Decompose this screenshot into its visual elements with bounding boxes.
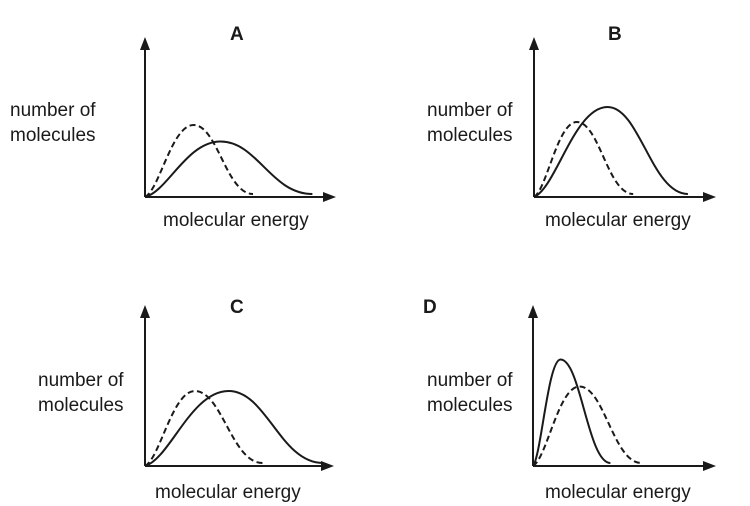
solid-distribution-curve (532, 358, 611, 467)
y-axis-label-line1: number of (427, 100, 513, 121)
x-axis-arrow (703, 461, 716, 471)
graph-plot (140, 305, 334, 471)
y-axis-label: number of molecules (427, 98, 547, 148)
y-axis-arrow (529, 37, 539, 50)
graph-panel-a: A number of molecules molecular energy (0, 0, 375, 253)
y-axis-label: number of molecules (427, 368, 547, 418)
y-axis-label: number of molecules (38, 368, 158, 418)
graph-plot (529, 37, 716, 202)
y-axis-label-line1: number of (427, 370, 513, 391)
y-axis-label-line2: molecules (427, 395, 513, 416)
y-axis-label-line2: molecules (427, 125, 513, 146)
x-axis-label: molecular energy (545, 210, 691, 231)
graph-letter: C (230, 297, 244, 318)
graph-letter: D (423, 297, 437, 318)
dashed-distribution-curve (144, 123, 254, 198)
graph-panel-b: B number of molecules molecular energy (375, 0, 750, 253)
x-axis-label: molecular energy (163, 210, 309, 231)
graph-panel-d: D number of molecules molecular energy (375, 253, 750, 506)
y-axis-arrow (140, 305, 150, 318)
dashed-distribution-curve (533, 120, 634, 198)
solid-distribution-curve (533, 105, 688, 198)
y-axis-label-line2: molecules (10, 125, 96, 146)
x-axis-arrow (323, 192, 336, 202)
x-axis-arrow (321, 461, 334, 471)
graph-letter: A (230, 24, 244, 45)
solid-distribution-curve (144, 389, 324, 467)
y-axis-label: number of molecules (10, 98, 130, 148)
y-axis-arrow (528, 305, 538, 318)
solid-distribution-curve (144, 140, 313, 198)
graph-letter: B (608, 24, 622, 45)
y-axis-label-line2: molecules (38, 395, 124, 416)
graph-plot (528, 305, 716, 471)
y-axis-label-line1: number of (10, 100, 96, 121)
y-axis-label-line1: number of (38, 370, 124, 391)
x-axis-arrow (703, 192, 716, 202)
dashed-distribution-curve (532, 385, 642, 467)
graph-plot (140, 37, 336, 202)
graph-panel-c: C number of molecules molecular energy (0, 253, 375, 506)
x-axis-label: molecular energy (545, 482, 691, 503)
x-axis-label: molecular energy (155, 482, 301, 503)
y-axis-arrow (140, 37, 150, 50)
